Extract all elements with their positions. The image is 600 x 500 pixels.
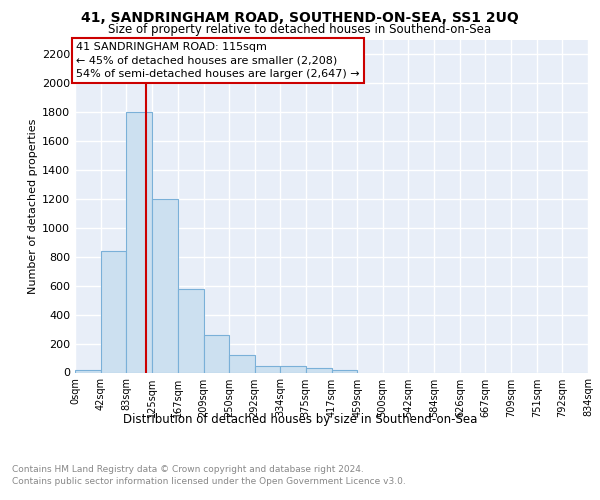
Bar	[203, 335, 229, 372]
Text: Size of property relative to detached houses in Southend-on-Sea: Size of property relative to detached ho…	[109, 23, 491, 36]
Y-axis label: Number of detached properties: Number of detached properties	[28, 118, 38, 294]
Bar	[75, 370, 101, 372]
Text: Contains HM Land Registry data © Crown copyright and database right 2024.: Contains HM Land Registry data © Crown c…	[12, 465, 364, 474]
Bar	[101, 251, 126, 372]
Text: Distribution of detached houses by size in Southend-on-Sea: Distribution of detached houses by size …	[123, 412, 477, 426]
Bar	[254, 366, 280, 372]
Bar	[152, 199, 178, 372]
Bar	[126, 112, 152, 372]
Bar	[305, 368, 331, 372]
Bar	[229, 355, 254, 372]
Bar	[178, 288, 203, 372]
Text: 41 SANDRINGHAM ROAD: 115sqm
← 45% of detached houses are smaller (2,208)
54% of : 41 SANDRINGHAM ROAD: 115sqm ← 45% of det…	[76, 42, 360, 78]
Bar	[280, 366, 305, 372]
Text: Contains public sector information licensed under the Open Government Licence v3: Contains public sector information licen…	[12, 478, 406, 486]
Text: 41, SANDRINGHAM ROAD, SOUTHEND-ON-SEA, SS1 2UQ: 41, SANDRINGHAM ROAD, SOUTHEND-ON-SEA, S…	[81, 11, 519, 25]
Bar	[331, 370, 358, 372]
